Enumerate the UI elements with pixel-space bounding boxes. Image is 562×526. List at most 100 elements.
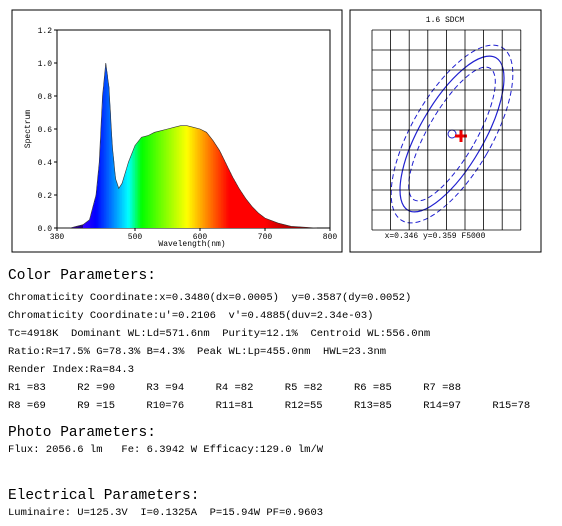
- spectrum-fill: [125, 167, 128, 228]
- spectrum-fill: [100, 96, 103, 228]
- x-tick-label: 700: [258, 233, 273, 242]
- spectrum-fill: [242, 193, 245, 228]
- spectrum-fill: [170, 127, 173, 228]
- spectrum-fill: [178, 125, 181, 228]
- ri-value: R8 =69: [8, 400, 46, 412]
- spectrum-line: [57, 62, 318, 229]
- spectrum-fill: [282, 224, 285, 228]
- spectrum-fill: [248, 202, 251, 228]
- spectrum-fill: [193, 127, 196, 228]
- spectrum-fill: [209, 136, 212, 228]
- spectrum-fill: [105, 63, 108, 228]
- spectrum-fill: [133, 145, 136, 228]
- ri-value: R6 =85: [354, 382, 392, 394]
- spectrum-fill: [112, 145, 115, 228]
- spectrum-fill: [161, 130, 164, 228]
- x-axis-label: Wavelength(nm): [158, 240, 225, 249]
- spectrum-fill: [206, 132, 209, 228]
- text-line: Render Index:Ra=84.3: [8, 364, 135, 376]
- spectrum-fill: [92, 201, 95, 228]
- spectrum-fill: [272, 220, 275, 228]
- spectrum-fill: [156, 131, 159, 228]
- spectrum-fill: [128, 157, 131, 228]
- spectrum-fill: [256, 211, 259, 228]
- y-tick-label: 0.4: [38, 159, 53, 168]
- spectrum-fill: [232, 176, 235, 228]
- spectrum-fill: [208, 134, 211, 228]
- spectrum-fill: [154, 131, 157, 228]
- spectrum-fill: [258, 213, 261, 228]
- spectrum-fill: [275, 221, 277, 228]
- spectrum-fill: [84, 222, 87, 228]
- spectrum-fill: [138, 139, 141, 228]
- charts: Wavelength(nm) Spectrum 1.6 SDCM x=0.346…: [11, 9, 542, 253]
- spectrum-fill: [148, 134, 151, 228]
- text-line: Chromaticity Coordinate:u'=0.2106 v'=0.4…: [8, 310, 374, 322]
- spectrum-fill: [123, 172, 126, 228]
- spectrum-fill: [152, 132, 155, 228]
- ri-value: R4 =82: [215, 382, 254, 394]
- spectrum-fill: [234, 179, 237, 228]
- ellipse-inner: [408, 66, 496, 202]
- spectrum-frame: [11, 9, 343, 253]
- spectrum-fill: [118, 185, 121, 228]
- spectrum-fill: [273, 221, 276, 228]
- y-tick-label: 0.2: [38, 192, 53, 201]
- spectrum-fill: [159, 130, 162, 228]
- spectrum-fill: [190, 126, 193, 228]
- spectrum-fill: [136, 141, 139, 228]
- spectrum-fill: [255, 209, 258, 228]
- spectrum-fill: [269, 219, 272, 228]
- x-tick-label: 380: [50, 233, 65, 242]
- spectrum-fill: [286, 225, 289, 228]
- spectrum-fill: [250, 204, 253, 228]
- spectrum-fill: [263, 216, 266, 228]
- spectrum-fill: [141, 136, 144, 228]
- spectrum-fill: [291, 226, 293, 228]
- spectrum-fill: [196, 128, 199, 228]
- spectrum-fill: [174, 126, 177, 228]
- spectrum-fill: [180, 125, 183, 228]
- spectrum-fill: [279, 223, 282, 228]
- y-tick-label: 0.0: [38, 225, 53, 234]
- spectrum-fill: [162, 129, 165, 228]
- spectrum-fill: [213, 140, 216, 228]
- spectrum-fill: [201, 129, 204, 228]
- spectrum-fill: [144, 136, 147, 228]
- spectrum-fill: [177, 126, 180, 228]
- spectrum-fill: [292, 226, 295, 228]
- spectrum-fill: [261, 215, 264, 228]
- x-tick-label: 500: [128, 233, 143, 242]
- spectrum-fill: [126, 162, 129, 228]
- ri-value: R1 =83: [8, 382, 46, 394]
- spectrum-fill: [285, 224, 288, 228]
- y-axis-label: Spectrum: [24, 110, 33, 149]
- spectrum-fill: [224, 160, 227, 228]
- spectrum-fill: [183, 125, 186, 228]
- heading: Color Parameters:: [8, 268, 156, 284]
- spectrum-fill: [89, 213, 92, 228]
- spectrum-fill: [198, 128, 201, 228]
- spectrum-fill: [265, 218, 267, 228]
- spectrum-fill: [131, 149, 134, 228]
- spectrum-fill: [115, 178, 118, 228]
- spectrum-fill: [200, 129, 203, 228]
- spectrum-fill: [86, 220, 89, 228]
- spectrum-fill: [270, 220, 273, 228]
- reference-point: [447, 129, 457, 139]
- y-tick-label: 1.2: [38, 27, 53, 36]
- ri-value: R5 =82: [284, 382, 323, 394]
- heading: Electrical Parameters:: [8, 488, 200, 504]
- ri-value: R9 =15: [77, 400, 115, 412]
- spectrum-fill: [78, 225, 81, 228]
- spectrum-fill: [211, 138, 214, 228]
- spectrum-fill: [267, 219, 270, 228]
- spectrum-fill: [151, 133, 154, 228]
- ri-value: R10=76: [146, 400, 185, 412]
- y-tick-label: 0.6: [38, 126, 53, 135]
- spectrum-fill: [182, 125, 185, 228]
- spectrum-fill: [253, 208, 256, 228]
- spectrum-fill: [164, 129, 167, 228]
- sdcm-frame: [349, 9, 542, 253]
